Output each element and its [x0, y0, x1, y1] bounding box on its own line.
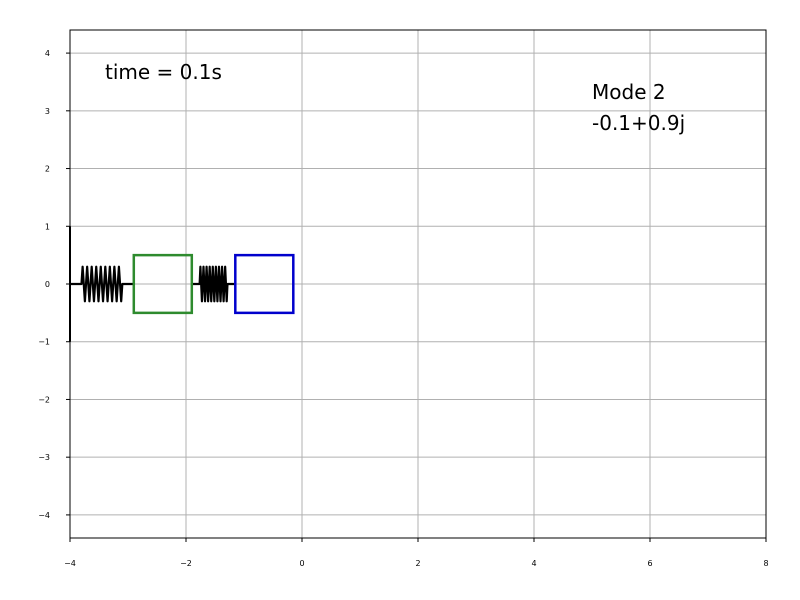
- axis-ticks: −4 −2 0 2 4 6 8 −4 −3 −2 −1 0 1 2 3 4: [38, 49, 768, 568]
- y-tick-label: −3: [38, 453, 50, 462]
- mode-annotation: Mode 2: [592, 80, 666, 104]
- y-tick-label: −2: [38, 395, 50, 404]
- x-tick-label: 8: [763, 559, 768, 568]
- y-tick-label: 2: [45, 165, 50, 174]
- x-tick-label: 4: [531, 559, 536, 568]
- y-tick-label: −4: [38, 511, 50, 520]
- spring-1: [70, 265, 134, 303]
- x-tick-label: −2: [180, 559, 192, 568]
- eigenvalue-annotation: -0.1+0.9j: [592, 111, 685, 135]
- y-tick-label: −1: [38, 338, 50, 347]
- grid-lines: [69, 30, 767, 538]
- plot-content: [69, 226, 295, 342]
- y-tick-label: 1: [45, 222, 50, 231]
- mass-1: [132, 253, 194, 315]
- x-tick-label: 0: [299, 559, 304, 568]
- mass-2: [234, 253, 295, 315]
- y-tick-label: 3: [45, 107, 50, 116]
- time-annotation: time = 0.1s: [105, 60, 222, 84]
- y-tick-label: 4: [45, 49, 50, 58]
- x-tick-label: 2: [415, 559, 420, 568]
- x-tick-label: −4: [64, 559, 76, 568]
- spring-2: [191, 265, 236, 303]
- x-tick-label: 6: [647, 559, 652, 568]
- y-tick-label: 0: [45, 280, 50, 289]
